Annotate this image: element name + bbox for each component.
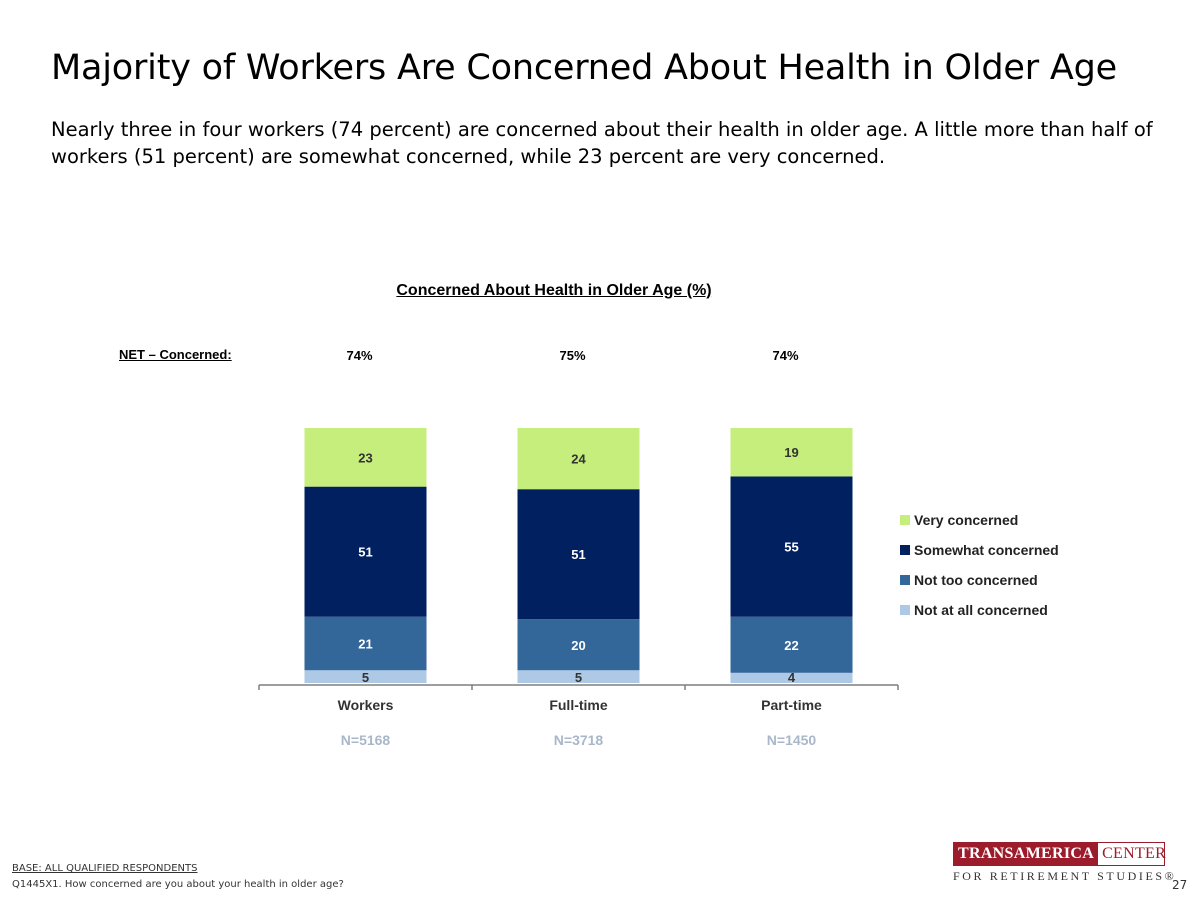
slide-subtitle: Nearly three in four workers (74 percent… — [51, 118, 1153, 168]
net-concerned-value: 74% — [772, 348, 798, 363]
sample-size-label: N=1450 — [767, 732, 817, 748]
bar-segment-somewhat-concerned — [517, 489, 640, 620]
category-label: Part-time — [761, 697, 822, 713]
data-label: 5 — [575, 670, 582, 685]
page-number: 27 — [1172, 878, 1188, 892]
bar-segment-not-at-all-concerned — [517, 670, 640, 683]
data-label: 4 — [788, 670, 796, 685]
legend-item: Not at all concerned — [900, 595, 1059, 625]
bar-segment-very-concerned — [730, 428, 853, 477]
legend-label: Somewhat concerned — [914, 542, 1059, 558]
legend-label: Very concerned — [914, 512, 1019, 528]
sample-size-label: N=3718 — [554, 732, 604, 748]
net-concerned-value: 74% — [346, 348, 372, 363]
bar-segment-not-too-concerned — [304, 616, 427, 671]
legend-swatch — [900, 545, 910, 555]
category-label: Full-time — [549, 697, 608, 713]
slide-title: Majority of Workers Are Concerned About … — [51, 48, 1117, 88]
data-label: 5 — [362, 670, 369, 685]
category-label: Workers — [338, 697, 394, 713]
legend-swatch — [900, 515, 910, 525]
data-label: 55 — [784, 540, 798, 555]
chart-legend: Very concerned Somewhat concerned Not too … — [900, 505, 1059, 625]
data-label: 19 — [784, 445, 798, 460]
legend-label: Not too concerned — [914, 572, 1038, 588]
transamerica-logo: TRANSAMERICA CENTER FOR RETIREMENT STUDI… — [953, 842, 1177, 883]
sample-size-label: N=5168 — [341, 732, 391, 748]
chart-title: Concerned About Health in Older Age (%) — [396, 282, 712, 299]
data-label: 22 — [784, 638, 798, 653]
data-label: 20 — [571, 638, 585, 653]
data-label: 23 — [358, 450, 372, 465]
bar-segment-very-concerned — [304, 428, 427, 487]
legend-swatch — [900, 575, 910, 585]
base-note: BASE: ALL QUALIFIED RESPONDENTS — [12, 863, 198, 874]
legend-item: Very concerned — [900, 505, 1059, 535]
logo-text-center: CENTER — [1102, 845, 1167, 862]
bar-segment-not-too-concerned — [517, 619, 640, 671]
data-label: 51 — [358, 545, 372, 560]
data-label: 24 — [571, 452, 586, 467]
data-label: 51 — [571, 547, 585, 562]
net-concerned-value: 75% — [559, 348, 585, 363]
bar-segment-somewhat-concerned — [730, 476, 853, 617]
bar-segment-not-at-all-concerned — [730, 672, 853, 683]
legend-swatch — [900, 605, 910, 615]
bar-segment-very-concerned — [517, 428, 640, 490]
legend-label: Not at all concerned — [914, 602, 1048, 618]
legend-item: Not too concerned — [900, 565, 1059, 595]
logo-top-row: TRANSAMERICA CENTER — [953, 842, 1166, 866]
bar-segment-not-at-all-concerned — [304, 670, 427, 683]
bar-segment-not-too-concerned — [730, 616, 853, 673]
bar-segment-somewhat-concerned — [304, 486, 427, 617]
data-label: 21 — [358, 636, 372, 651]
question-note: Q1445X1. How concerned are you about you… — [12, 879, 344, 890]
legend-item: Somewhat concerned — [900, 535, 1059, 565]
logo-text-transamerica: TRANSAMERICA — [954, 843, 1099, 865]
net-concerned-label: NET – Concerned: — [119, 347, 232, 362]
logo-text-retirement-studies: FOR RETIREMENT STUDIES® — [953, 869, 1177, 883]
